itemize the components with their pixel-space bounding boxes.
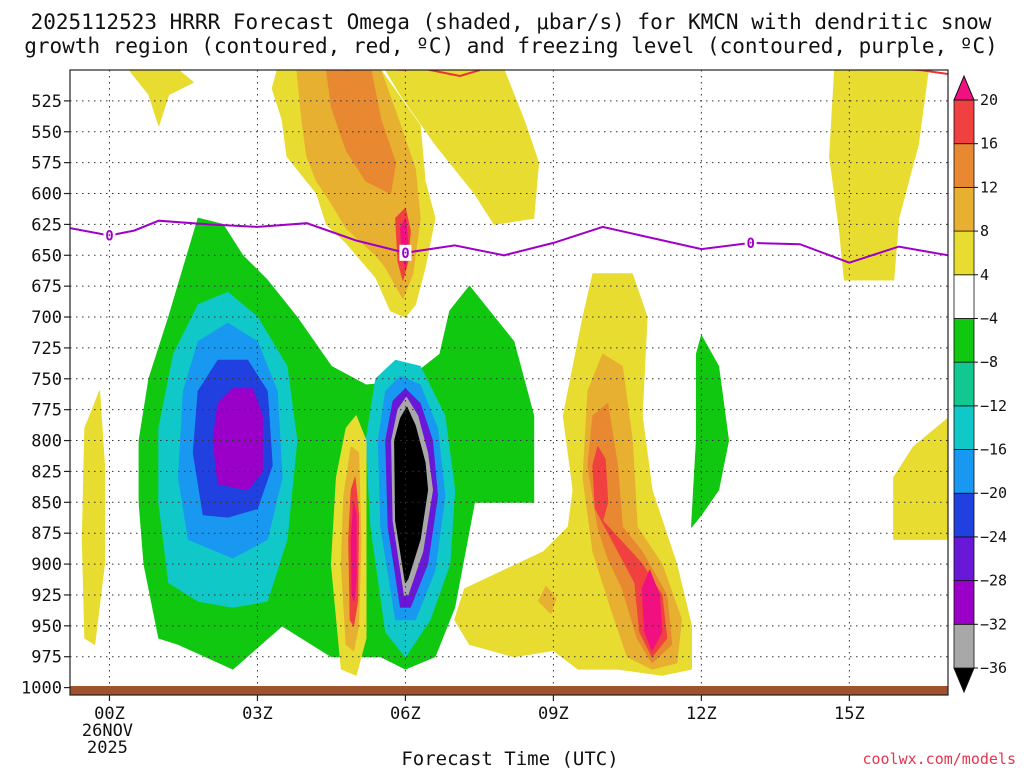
omega-region-4 — [213, 389, 262, 490]
y-tick-label-575: 575 — [31, 154, 62, 174]
x-axis-title: Forecast Time (UTC) — [401, 748, 618, 768]
colorbar-segment-max — [954, 76, 974, 100]
omega-cross-section-chart: 2025112523 HRRR Forecast Omega (shaded, … — [0, 0, 1024, 768]
ground-surface — [70, 686, 948, 695]
x-tick-year-line: 2025 — [87, 738, 128, 758]
freezing-level-label-2: 0 — [746, 236, 754, 252]
colorbar-tick-label-3: 8 — [980, 222, 989, 240]
colorbar-segment-3 — [954, 537, 974, 581]
y-tick-label-900: 900 — [31, 555, 62, 575]
y-tick-label-800: 800 — [31, 432, 62, 452]
y-tick-label-775: 775 — [31, 401, 62, 421]
colorbar-tick-label-12: −32 — [980, 615, 1007, 633]
colorbar-segment-10 — [954, 231, 974, 275]
y-tick-label-950: 950 — [31, 617, 62, 637]
colorbar-tick-label-8: −16 — [980, 441, 1007, 459]
colorbar-tick-label-11: −28 — [980, 572, 1007, 590]
colorbar-segment-7 — [954, 362, 974, 406]
colorbar-segment-12 — [954, 144, 974, 188]
x-tick-label-03Z: 03Z — [242, 704, 273, 724]
colorbar-tick-label-10: −24 — [980, 528, 1007, 546]
freezing-level-label-1: 0 — [401, 246, 409, 262]
colorbar-segment-11 — [954, 187, 974, 231]
y-tick-label-825: 825 — [31, 462, 62, 482]
y-tick-label-625: 625 — [31, 215, 62, 235]
colorbar-tick-label-6: −8 — [980, 353, 998, 371]
colorbar-segment-6 — [954, 406, 974, 450]
colorbar-segment-5 — [954, 450, 974, 494]
chart-title-line1: 2025112523 HRRR Forecast Omega (shaded, … — [31, 10, 992, 34]
colorbar-tick-label-1: 16 — [980, 135, 998, 153]
y-tick-label-650: 650 — [31, 246, 62, 266]
y-tick-label-525: 525 — [31, 92, 62, 112]
y-tick-label-750: 750 — [31, 370, 62, 390]
colorbar-tick-label-13: −36 — [980, 659, 1007, 677]
y-tick-label-550: 550 — [31, 123, 62, 143]
colorbar-tick-label-9: −20 — [980, 484, 1007, 502]
colorbar-segment-13 — [954, 100, 974, 144]
colorbar-tick-label-5: −4 — [980, 309, 998, 327]
freezing-level-label-0: 0 — [105, 229, 113, 245]
y-tick-label-700: 700 — [31, 308, 62, 328]
y-tick-label-925: 925 — [31, 586, 62, 606]
y-tick-label-600: 600 — [31, 185, 62, 205]
x-tick-label-09Z: 09Z — [538, 704, 569, 724]
colorbar-tick-label-0: 20 — [980, 91, 998, 109]
colorbar-tick-label-4: 4 — [980, 266, 989, 284]
colorbar-segment-9 — [954, 275, 974, 319]
y-tick-label-975: 975 — [31, 648, 62, 668]
y-axis: 525 550 575 600 625 650 675 700 725 750 775 800 825 8… — [21, 92, 70, 699]
x-tick-label-15Z: 15Z — [834, 704, 865, 724]
y-tick-label-850: 850 — [31, 493, 62, 513]
colorbar-segment-min — [954, 668, 974, 692]
colorbar-segment-8 — [954, 318, 974, 362]
chart-title-line2: growth region (contoured, red, ºC) and f… — [24, 34, 998, 58]
colorbar-segment-2 — [954, 581, 974, 625]
colorbar-tick-label-7: −12 — [980, 397, 1007, 415]
colorbar-segment-4 — [954, 493, 974, 537]
colorbar-tick-label-2: 12 — [980, 178, 998, 196]
y-tick-label-875: 875 — [31, 524, 62, 544]
y-tick-label-675: 675 — [31, 277, 62, 297]
credit-link[interactable]: coolwx.com/models — [862, 750, 1016, 768]
colorbar: 20 16 12 8 4 −4 −8 −12 −16 −20 −24 −28 −32 −36 — [954, 76, 1007, 692]
y-tick-label-725: 725 — [31, 339, 62, 359]
x-tick-label-12Z: 12Z — [686, 704, 717, 724]
plot-area: 0 0 0 — [70, 68, 948, 695]
colorbar-segment-1 — [954, 624, 974, 668]
y-tick-label-1000: 1000 — [21, 679, 62, 699]
x-tick-label-06Z: 06Z — [390, 704, 421, 724]
